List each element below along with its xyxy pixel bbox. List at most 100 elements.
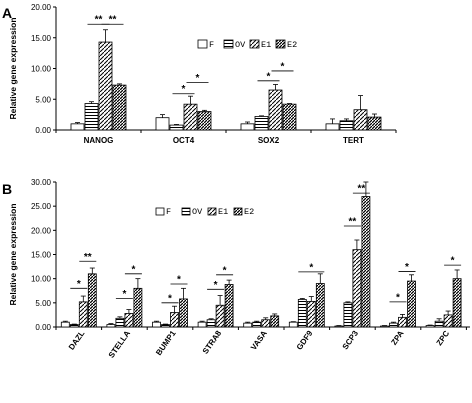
panel-b-bar-e1-scp3 — [352, 249, 362, 328]
panel-b-y-tick-label: 30.00 — [31, 178, 52, 187]
panel-b-bar-ov-vasa — [252, 321, 262, 328]
panel-a-legend-label: OV — [235, 40, 246, 50]
panel-a-y-tick-label: 15.00 — [31, 34, 52, 43]
panel-a-bar-e2-sox2 — [282, 103, 297, 131]
panel-a-y-tick-label: 20.00 — [31, 3, 52, 12]
panel-b-bar-f-zpc — [425, 325, 435, 328]
panel-b-bar-e2-stra8 — [224, 284, 234, 328]
panel-a-bar-f-oct4 — [155, 117, 170, 131]
panel-b-bar-e2-zpc — [452, 278, 462, 328]
panel-b-y-tick-label: 25.00 — [31, 202, 52, 211]
panel-b-bar-e1-bump1 — [170, 312, 179, 328]
panel-b-significance-label: * — [214, 280, 218, 291]
panel-a-bar-ov-tert — [339, 120, 354, 131]
panel-a-significance-label: ** — [109, 15, 117, 26]
panel-b-category-label: STELLA — [107, 329, 132, 360]
panel-a-legend-label: E1 — [261, 40, 271, 50]
panel-a-legend-label: E2 — [287, 40, 297, 50]
panel-b-y-tick-label: 15.00 — [31, 251, 52, 260]
panel-b-bar-ov-zpc — [434, 320, 444, 328]
panel-b-category-label: ZPA — [389, 329, 405, 347]
panel-b-legend-label: F — [166, 207, 171, 217]
panel-b-significance-label: * — [405, 262, 409, 273]
panel-b-y-tick-label: 10.00 — [31, 275, 52, 284]
panel-b-significance-label: * — [396, 292, 400, 303]
panel-a-bar-f-tert — [325, 123, 340, 131]
panel-a-significance-label: * — [281, 61, 285, 72]
panel-b-bar-e1-gdf9 — [306, 300, 316, 328]
panel-a-category-label: NANOG — [84, 136, 114, 145]
panel-a-bar-ov-nanog — [84, 103, 99, 131]
panel-b-y-tick-label: 5.00 — [35, 299, 51, 308]
panel-b-bar-e2-vasa — [270, 315, 280, 328]
panel-b-significance-label: * — [122, 289, 126, 300]
panel-a-significance-label: * — [182, 84, 186, 95]
panel-b-significance-label: ** — [349, 216, 357, 227]
panel-b-significance-label: * — [223, 265, 227, 276]
panel-a-significance-label: * — [196, 73, 200, 84]
panel-b-bar-e1-stra8 — [215, 304, 225, 328]
panel-b-legend-label: E2 — [244, 207, 254, 217]
panel-b-bar-ov-bump1 — [161, 324, 170, 328]
panel-a-legend-swatch — [249, 39, 260, 49]
panel-a-bar-e1-oct4 — [183, 103, 198, 131]
panel-a-letter: A — [2, 5, 12, 21]
panel-b-bar-e1-zpc — [443, 314, 453, 328]
svg-text:Relative gene expression: Relative gene expression — [8, 17, 18, 119]
panel-b-category-label: GDF9 — [295, 329, 315, 352]
panel-b-bar-ov-stella — [115, 317, 125, 328]
panel-b-significance-label: * — [451, 256, 455, 267]
panel-b-bar-f-stella — [106, 324, 116, 328]
panel-b-bar-e2-bump1 — [179, 298, 188, 328]
panel-b-bar-f-gdf9 — [288, 321, 298, 328]
panel-b-bar-e2-zpa — [407, 280, 416, 328]
panel-b-significance-label: * — [131, 264, 135, 275]
panel-a-y-tick-label: 0.00 — [35, 126, 51, 135]
panel-a-significance-label: ** — [95, 15, 103, 26]
panel-a-y-tick-label: 5.00 — [35, 95, 51, 104]
panel-b-bar-e1-vasa — [261, 319, 271, 328]
panel-b-bar-e2-stella — [133, 287, 143, 328]
panel-a-category-label: SOX2 — [258, 136, 280, 145]
panel-b-bar-ov-zpa — [389, 322, 398, 328]
panel-b-y-axis-title: Relative gene expression — [8, 203, 18, 305]
panel-a-legend-swatch — [223, 39, 234, 49]
panel-b-bar-e1-dazl — [78, 301, 88, 328]
panel-b-category-label: BUMP1 — [154, 329, 178, 358]
panel-b-bar-ov-scp3 — [343, 302, 353, 328]
panel-b-significance-label: ** — [358, 184, 366, 195]
panel-a-bar-e2-tert — [367, 116, 382, 131]
panel-b-legend-label: OV — [192, 207, 203, 217]
panel-b-bar-f-bump1 — [152, 321, 161, 328]
panel-a-bar-e1-sox2 — [268, 89, 283, 131]
panel-b-significance-label: * — [177, 274, 181, 285]
panel-a-significance-label: * — [267, 71, 271, 82]
panel-b-bar-f-stra8 — [197, 321, 207, 328]
panel-b-bar-e1-zpa — [398, 316, 407, 328]
panel-a-legend-swatch — [197, 39, 208, 49]
panel-a-legend-swatch — [275, 39, 286, 49]
panel-a-bar-e2-nanog — [112, 84, 127, 131]
panel-a-y-tick-label: 10.00 — [31, 65, 52, 74]
panel-b-legend: F OV E1 E2 — [155, 207, 254, 217]
panel-b-letter: B — [2, 181, 12, 197]
panel-b-bar-f-zpa — [380, 325, 389, 328]
panel-a-y-axis-title: Relative gene expression — [8, 17, 18, 119]
panel-b-category-label: ZPC — [435, 329, 452, 347]
panel-b: B Relative gene expression 0.00 5.00 10.00… — [2, 178, 470, 360]
panel-a-category-label: TERT — [343, 136, 364, 145]
panel-b-significance-label: * — [309, 262, 313, 273]
panel-b-bar-e2-scp3 — [361, 196, 371, 328]
panel-b-bar-e1-stella — [124, 313, 134, 328]
panel-a-bar-f-nanog — [70, 123, 85, 131]
panel-b-bar-f-dazl — [60, 321, 70, 328]
panel-b-legend-swatch — [155, 207, 165, 216]
panel-a-bar-ov-oct4 — [169, 124, 184, 131]
panel-b-category-label: DAZL — [67, 329, 87, 352]
panel-b-bar-ov-gdf9 — [297, 299, 307, 328]
panel-b-significance-label: * — [168, 293, 172, 304]
panel-a-bar-f-sox2 — [240, 123, 255, 131]
panel-b-y-tick-label: 0.00 — [35, 323, 51, 332]
panel-b-bar-f-scp3 — [334, 325, 344, 328]
